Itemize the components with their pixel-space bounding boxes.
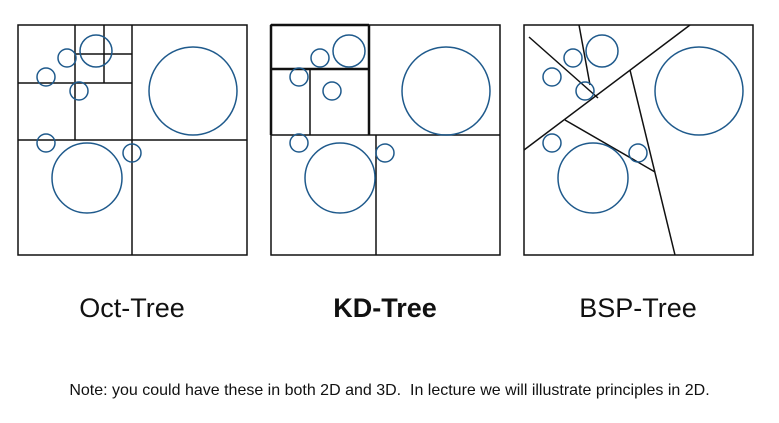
bsp-tree-label: BSP-Tree (579, 293, 697, 323)
bsp-tree-panel (523, 24, 754, 256)
bsp-tree-split-line (528, 36, 599, 99)
object-circle (575, 81, 595, 101)
object-circle (310, 48, 330, 68)
object-circle (563, 48, 583, 68)
oct-tree-label: Oct-Tree (79, 293, 185, 323)
bsp-tree-split-line (629, 69, 676, 256)
bsp-tree-split-line (523, 24, 691, 151)
object-circle (542, 133, 562, 153)
kd-tree-boundary (270, 24, 501, 256)
object-circle (332, 34, 366, 68)
kd-tree-panel (269, 23, 501, 256)
object-circle (79, 34, 113, 68)
bsp-tree-boundary (523, 24, 754, 256)
object-circle (542, 67, 562, 87)
object-circle (628, 143, 648, 163)
object-circle (322, 81, 342, 101)
object-circle (122, 143, 142, 163)
object-circle (289, 67, 309, 87)
object-circle (557, 142, 629, 214)
object-circle (289, 133, 309, 153)
kd-tree-label: KD-Tree (333, 293, 437, 323)
object-circle (57, 48, 77, 68)
object-circle (148, 46, 238, 136)
object-circle (654, 46, 744, 136)
bsp-tree-split-line (564, 119, 656, 173)
object-circle (401, 46, 491, 136)
object-circle (69, 81, 89, 101)
object-circle (375, 143, 395, 163)
oct-tree-panel (17, 24, 248, 256)
footnote: Note: you could have these in both 2D an… (69, 382, 710, 399)
object-circle (304, 142, 376, 214)
object-circle (585, 34, 619, 68)
object-circle (36, 67, 56, 87)
object-circle (36, 133, 56, 153)
bsp-tree-split-line (578, 24, 591, 86)
object-circle (51, 142, 123, 214)
